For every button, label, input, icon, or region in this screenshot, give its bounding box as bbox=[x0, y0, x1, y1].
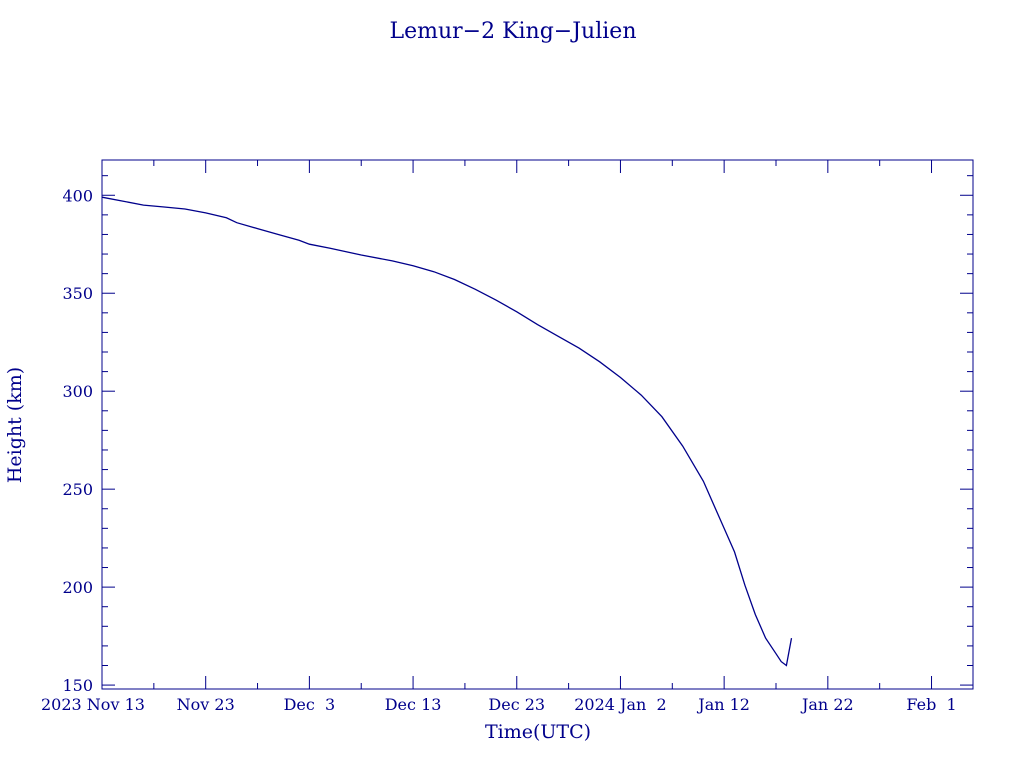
x-axis-label: Time(UTC) bbox=[485, 721, 591, 743]
series-line bbox=[101, 196, 793, 667]
x-tick-label: Nov 23 bbox=[177, 695, 235, 714]
y-axis-label: Height (km) bbox=[4, 367, 26, 483]
y-tick-label: 300 bbox=[62, 382, 93, 401]
y-tick-label: 400 bbox=[62, 186, 93, 205]
plot-frame bbox=[101, 159, 974, 690]
y-axis: 150 200 250 300 350 400 bbox=[62, 175, 973, 695]
x-tick-label: 2024 Jan 2 bbox=[574, 695, 666, 714]
x-tick-label: Jan 22 bbox=[800, 695, 854, 714]
x-tick-label: Dec 13 bbox=[385, 695, 442, 714]
y-tick-label: 150 bbox=[62, 676, 93, 695]
y-tick-label: 350 bbox=[62, 284, 93, 303]
x-tick-label: Jan 12 bbox=[696, 695, 750, 714]
x-tick-label: Dec 3 bbox=[284, 695, 336, 714]
y-tick-label: 250 bbox=[62, 480, 93, 499]
x-tick-label: Feb 1 bbox=[906, 695, 956, 714]
x-tick-label: 2023 Nov 13 bbox=[41, 695, 145, 714]
x-tick-label: Dec 23 bbox=[488, 695, 545, 714]
chart-title: Lemur−2 King−Julien bbox=[389, 19, 636, 44]
y-tick-label: 200 bbox=[62, 578, 93, 597]
x-axis: 2023 Nov 13 Nov 23 Dec 3 Dec 13 Dec 23 2024 J… bbox=[41, 160, 957, 714]
